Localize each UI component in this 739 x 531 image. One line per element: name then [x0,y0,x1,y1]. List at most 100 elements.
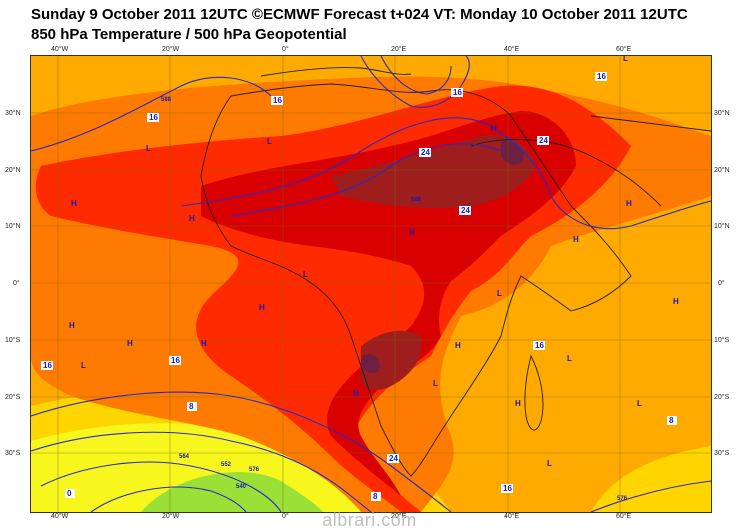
pressure-marker: L [433,379,438,388]
pressure-marker: L [146,144,151,153]
svg-text:16: 16 [453,88,462,97]
svg-text:24: 24 [539,136,548,145]
pressure-marker: H [673,297,679,306]
chart-subtitle: 850 hPa Temperature / 500 hPa Geopotenti… [31,26,347,43]
right-lat-tick: 20°N [714,167,730,174]
left-lat-tick: 30°N [5,110,21,117]
pressure-marker-layer: H L L H H L H L H H L H L H H L H L H L … [69,56,679,468]
band-extreme [201,111,576,496]
bottom-lon-tick: 40°E [504,513,520,520]
temp-label: 16 [147,113,159,122]
svg-text:16: 16 [503,484,512,493]
temp-label: 24 [387,454,399,463]
pressure-marker: L [497,289,502,298]
pressure-marker: H [353,389,359,398]
svg-text:16: 16 [273,96,282,105]
coastlines [200,67,711,477]
pressure-marker: H [201,339,207,348]
left-lat-tick: 30°S [5,450,21,457]
pressure-marker: H [626,199,632,208]
site-watermark: albrari.com [322,510,417,530]
band-max-hot [331,135,536,390]
band-cold-green [141,472,323,512]
pressure-marker: L [303,270,308,279]
pressure-marker: L [567,354,572,363]
pressure-marker: H [71,199,77,208]
temp-label: 16 [271,96,283,105]
svg-text:24: 24 [421,148,430,157]
svg-text:0: 0 [67,489,72,498]
geo-label: 540 [236,484,247,490]
temp-label: 16 [41,361,53,370]
top-lon-tick: 40°W [51,46,69,53]
temp-label: 8 [667,416,677,425]
temp-label: 16 [169,356,181,365]
right-lat-tick: 20°S [714,394,730,401]
top-lon-tick: 40°E [504,46,520,53]
right-lat-tick: 10°S [714,337,730,344]
temp-label: 16 [533,341,545,350]
pressure-marker: H [259,303,265,312]
pressure-marker: H [69,321,75,330]
temp-label: 0 [65,489,75,498]
temp-label: 24 [419,148,431,157]
geo-label: 588 [161,97,172,103]
geopotential-contours [31,56,711,512]
geo-label: 564 [179,454,190,460]
top-lon-tick: 20°W [162,46,180,53]
left-lat-tick: 10°S [5,337,21,344]
right-lat-tick: 30°S [714,450,730,457]
contour-label-layer: 16 16 16 16 16 16 16 24 24 24 24 8 8 8 1… [41,72,677,502]
chart-title: Sunday 9 October 2011 12UTC ©ECMWF Forec… [31,6,688,23]
pressure-marker: H [127,339,133,348]
geo-label: 576 [249,467,260,473]
svg-text:8: 8 [373,492,378,501]
temp-label: 16 [595,72,607,81]
left-lat-tick: 10°N [5,223,21,230]
geo-label: 552 [221,462,232,468]
weather-map: 16 16 16 16 16 16 16 24 24 24 24 8 8 8 1… [30,55,712,513]
bottom-lon-tick: 20°E [391,513,407,520]
temp-label: 16 [501,484,513,493]
svg-text:8: 8 [189,402,194,411]
left-lat-tick: 0° [13,280,20,287]
svg-text:16: 16 [535,341,544,350]
geo-label: 588 [411,197,422,203]
left-lat-tick: 20°N [5,167,21,174]
top-lon-tick: 60°E [616,46,632,53]
pressure-marker: L [547,459,552,468]
pressure-marker: H [491,124,497,133]
pressure-marker: L [623,56,628,63]
svg-text:16: 16 [171,356,180,365]
svg-text:24: 24 [461,206,470,215]
temp-label: 24 [459,206,471,215]
geo-label: 576 [617,496,628,502]
right-lat-tick: 30°N [714,110,730,117]
bottom-lon-tick: 0° [282,513,289,520]
temp-label: 24 [537,136,549,145]
right-lat-tick: 0° [718,280,725,287]
svg-text:16: 16 [149,113,158,122]
svg-text:24: 24 [389,454,398,463]
pressure-marker: H [515,399,521,408]
svg-text:8: 8 [669,416,674,425]
band-mild-yellow-east [591,446,711,512]
pressure-marker: L [81,361,86,370]
pressure-marker: L [637,399,642,408]
pressure-marker: L [267,137,272,146]
bottom-lon-tick: 20°W [162,513,180,520]
temp-label: 8 [371,492,381,501]
temp-label: 16 [451,88,463,97]
bottom-lon-tick: 60°E [616,513,632,520]
left-lat-tick: 20°S [5,394,21,401]
bottom-lon-tick: 40°W [51,513,69,520]
right-lat-tick: 10°N [714,223,730,230]
pressure-marker: H [409,228,415,237]
pressure-marker: H [573,235,579,244]
svg-text:16: 16 [43,361,52,370]
top-lon-tick: 20°E [391,46,407,53]
pressure-marker: H [455,341,461,350]
pressure-marker: H [189,214,195,223]
svg-text:16: 16 [597,72,606,81]
top-lon-tick: 0° [282,46,289,53]
